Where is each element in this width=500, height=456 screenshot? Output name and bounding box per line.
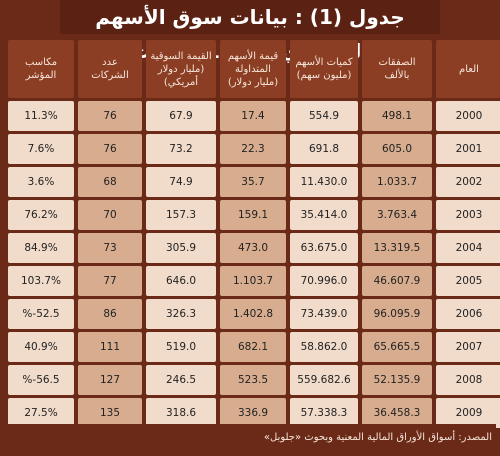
header-shares: كميات الأسهم (مليون سهم) bbox=[290, 40, 358, 98]
cell-index-gain: 11.3% bbox=[8, 101, 74, 131]
table-row: 2006 96.095.9 73.439.0 1.402.8 326.3 86 52.5-% bbox=[8, 299, 500, 329]
cell-index-gain: 84.9% bbox=[8, 233, 74, 263]
cell-deals: 36.458.3 bbox=[362, 398, 432, 428]
table-row: 2001 605.0 691.8 22.3 73.2 76 7.6% bbox=[8, 134, 500, 164]
cell-index-gain: 52.5-% bbox=[8, 299, 74, 329]
cell-index-gain: 3.6% bbox=[8, 167, 74, 197]
cell-traded-value: 523.5 bbox=[220, 365, 286, 395]
cell-traded-value: 1.402.8 bbox=[220, 299, 286, 329]
cell-companies: 76 bbox=[78, 134, 142, 164]
cell-shares: 691.8 bbox=[290, 134, 358, 164]
header-companies: عدد الشركات bbox=[78, 40, 142, 98]
cell-deals: 96.095.9 bbox=[362, 299, 432, 329]
source-note: المصدر: أسواق الأوراق المالية المعنية وب… bbox=[4, 424, 496, 452]
header-index-gain: مكاسب المؤشر bbox=[8, 40, 74, 98]
cell-companies: 127 bbox=[78, 365, 142, 395]
cell-index-gain: 103.7% bbox=[8, 266, 74, 296]
cell-traded-value: 159.1 bbox=[220, 200, 286, 230]
cell-deals: 605.0 bbox=[362, 134, 432, 164]
header-year: العام bbox=[436, 40, 500, 98]
header-row: العام الصفقات بالألف كميات الأسهم (مليون… bbox=[8, 40, 500, 98]
table-row: 2003 3.763.4 35.414.0 159.1 157.3 70 76.2% bbox=[8, 200, 500, 230]
cell-year: 2008 bbox=[436, 365, 500, 395]
cell-traded-value: 336.9 bbox=[220, 398, 286, 428]
cell-year: 2003 bbox=[436, 200, 500, 230]
cell-deals: 52.135.9 bbox=[362, 365, 432, 395]
cell-market-value: 157.3 bbox=[146, 200, 216, 230]
cell-market-value: 646.0 bbox=[146, 266, 216, 296]
cell-traded-value: 22.3 bbox=[220, 134, 286, 164]
cell-market-value: 246.5 bbox=[146, 365, 216, 395]
table-row: 2007 65.665.5 58.862.0 682.1 519.0 111 40.9% bbox=[8, 332, 500, 362]
cell-deals: 3.763.4 bbox=[362, 200, 432, 230]
cell-shares: 559.682.6 bbox=[290, 365, 358, 395]
cell-companies: 86 bbox=[78, 299, 142, 329]
cell-year: 2006 bbox=[436, 299, 500, 329]
table-row: 2008 52.135.9 559.682.6 523.5 246.5 127 56.5-% bbox=[8, 365, 500, 395]
cell-index-gain: 40.9% bbox=[8, 332, 74, 362]
cell-shares: 11.430.0 bbox=[290, 167, 358, 197]
cell-market-value: 67.9 bbox=[146, 101, 216, 131]
table-row: 2005 46.607.9 70.996.0 1.103.7 646.0 77 103.7% bbox=[8, 266, 500, 296]
table-body: 2000 498.1 554.9 17.4 67.9 76 11.3% 2001 605.0 69… bbox=[8, 101, 500, 428]
cell-index-gain: 56.5-% bbox=[8, 365, 74, 395]
cell-year: 2004 bbox=[436, 233, 500, 263]
cell-index-gain: 27.5% bbox=[8, 398, 74, 428]
header-market-value: القيمة السوقية (مليار دولار أمريكي) bbox=[146, 40, 216, 98]
table-row: 2000 498.1 554.9 17.4 67.9 76 11.3% bbox=[8, 101, 500, 131]
cell-deals: 1.033.7 bbox=[362, 167, 432, 197]
cell-market-value: 73.2 bbox=[146, 134, 216, 164]
cell-index-gain: 76.2% bbox=[8, 200, 74, 230]
cell-deals: 13.319.5 bbox=[362, 233, 432, 263]
cell-market-value: 326.3 bbox=[146, 299, 216, 329]
cell-market-value: 318.6 bbox=[146, 398, 216, 428]
cell-companies: 135 bbox=[78, 398, 142, 428]
cell-deals: 46.607.9 bbox=[362, 266, 432, 296]
cell-shares: 58.862.0 bbox=[290, 332, 358, 362]
cell-shares: 57.338.3 bbox=[290, 398, 358, 428]
cell-market-value: 519.0 bbox=[146, 332, 216, 362]
cell-traded-value: 682.1 bbox=[220, 332, 286, 362]
cell-index-gain: 7.6% bbox=[8, 134, 74, 164]
cell-traded-value: 1.103.7 bbox=[220, 266, 286, 296]
cell-year: 2002 bbox=[436, 167, 500, 197]
cell-year: 2007 bbox=[436, 332, 500, 362]
cell-year: 2009 bbox=[436, 398, 500, 428]
cell-companies: 70 bbox=[78, 200, 142, 230]
table-title: جدول (1) : بيانات سوق الأسهم السعودي في … bbox=[60, 0, 440, 63]
cell-deals: 498.1 bbox=[362, 101, 432, 131]
cell-year: 2000 bbox=[436, 101, 500, 131]
cell-market-value: 74.9 bbox=[146, 167, 216, 197]
cell-companies: 77 bbox=[78, 266, 142, 296]
header-deals: الصفقات بالألف bbox=[362, 40, 432, 98]
cell-companies: 111 bbox=[78, 332, 142, 362]
cell-deals: 65.665.5 bbox=[362, 332, 432, 362]
cell-traded-value: 35.7 bbox=[220, 167, 286, 197]
cell-traded-value: 473.0 bbox=[220, 233, 286, 263]
data-table-container: العام الصفقات بالألف كميات الأسهم (مليون… bbox=[4, 37, 500, 431]
header-traded-value: قيمة الأسهم المتداولة (مليار دولار) bbox=[220, 40, 286, 98]
table-row: 2002 1.033.7 11.430.0 35.7 74.9 68 3.6% bbox=[8, 167, 500, 197]
cell-shares: 70.996.0 bbox=[290, 266, 358, 296]
cell-market-value: 305.9 bbox=[146, 233, 216, 263]
market-data-table: العام الصفقات بالألف كميات الأسهم (مليون… bbox=[4, 37, 500, 431]
table-row: 2004 13.319.5 63.675.0 473.0 305.9 73 84.9% bbox=[8, 233, 500, 263]
cell-year: 2005 bbox=[436, 266, 500, 296]
cell-shares: 63.675.0 bbox=[290, 233, 358, 263]
cell-traded-value: 17.4 bbox=[220, 101, 286, 131]
cell-shares: 73.439.0 bbox=[290, 299, 358, 329]
cell-companies: 68 bbox=[78, 167, 142, 197]
cell-companies: 76 bbox=[78, 101, 142, 131]
table-row: 2009 36.458.3 57.338.3 336.9 318.6 135 27.5% bbox=[8, 398, 500, 428]
cell-shares: 35.414.0 bbox=[290, 200, 358, 230]
cell-year: 2001 bbox=[436, 134, 500, 164]
cell-shares: 554.9 bbox=[290, 101, 358, 131]
cell-companies: 73 bbox=[78, 233, 142, 263]
